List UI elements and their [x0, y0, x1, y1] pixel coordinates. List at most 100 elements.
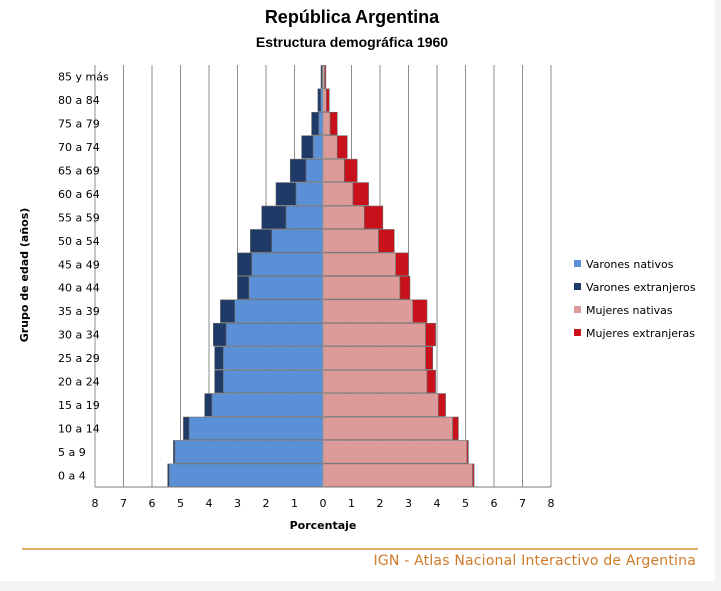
legend-label: Mujeres nativas [586, 304, 673, 317]
bar [322, 393, 439, 417]
bar [322, 416, 453, 441]
bar [322, 299, 414, 323]
bar [438, 393, 446, 417]
x-tick-label: 6 [149, 497, 156, 510]
age-group-label: 35 a 39 [58, 305, 100, 318]
x-tick-label: 6 [491, 497, 498, 510]
x-tick-label: 8 [548, 497, 555, 510]
age-group-label: 5 a 9 [58, 446, 86, 459]
bar [222, 369, 324, 394]
page-edge-right [715, 0, 721, 591]
bar [466, 440, 469, 464]
age-group-label: 75 a 79 [58, 118, 100, 131]
x-tick-label: 1 [291, 497, 298, 510]
bar [214, 346, 224, 370]
age-group-label: 10 a 14 [58, 422, 100, 435]
bar [312, 135, 324, 159]
age-group-label: 85 y más [58, 71, 109, 84]
y-tick-labels: 0 a 4 5 a 9 10 a 14 15 a 19 20 a 24 25 a 29 30… [58, 71, 109, 483]
legend-label: Varones extranjeros [586, 281, 696, 294]
x-tick-label: 7 [519, 497, 526, 510]
legend-swatch [574, 260, 581, 267]
bar [324, 65, 327, 89]
bar [317, 88, 322, 112]
bar [237, 276, 250, 300]
age-group-label: 20 a 24 [58, 376, 100, 389]
chart-title: República Argentina [265, 7, 440, 27]
bar [234, 299, 324, 323]
bar [188, 416, 324, 441]
bar [305, 158, 324, 183]
age-group-label: 0 a 4 [58, 469, 86, 482]
bar [322, 111, 331, 136]
bar [322, 205, 365, 230]
bar [289, 158, 307, 183]
bar [322, 276, 401, 300]
bar [426, 369, 436, 394]
bar [168, 463, 324, 487]
x-tick-label: 8 [92, 497, 99, 510]
bar [364, 205, 384, 230]
bar [174, 440, 324, 464]
bar [173, 440, 176, 464]
bar [452, 416, 459, 441]
bar [425, 322, 436, 347]
bar [399, 276, 411, 300]
bar [322, 440, 468, 464]
bar [395, 252, 409, 276]
age-group-label: 55 a 59 [58, 211, 100, 224]
x-tick-label: 0 [320, 497, 327, 510]
bar [204, 393, 213, 417]
legend-label: Mujeres extranjeras [586, 327, 695, 340]
bar [212, 322, 227, 347]
bar [295, 182, 324, 206]
bar [285, 205, 324, 230]
x-tick-label: 5 [177, 497, 184, 510]
age-group-label: 45 a 49 [58, 258, 100, 271]
age-group-label: 70 a 74 [58, 141, 100, 154]
bar [248, 276, 324, 300]
footer-divider [22, 548, 698, 550]
bar [320, 65, 323, 89]
legend-swatch [574, 306, 581, 313]
bar [237, 252, 253, 276]
legend-label: Varones nativos [586, 258, 674, 271]
bar [322, 229, 379, 253]
bar [214, 369, 224, 394]
bar [322, 88, 327, 112]
x-tick-label: 3 [405, 497, 412, 510]
bar [344, 158, 358, 183]
x-tick-label: 7 [120, 497, 127, 510]
x-tick-label: 4 [206, 497, 213, 510]
bar [318, 111, 324, 136]
age-group-label: 80 a 84 [58, 94, 100, 107]
bar [167, 463, 170, 487]
bar [378, 229, 395, 253]
age-group-label: 25 a 29 [58, 352, 100, 365]
age-group-label: 15 a 19 [58, 399, 100, 412]
age-group-label: 65 a 69 [58, 165, 100, 178]
bar [322, 346, 426, 370]
x-tick-label: 3 [234, 497, 241, 510]
bar [425, 346, 434, 370]
bar [322, 322, 426, 347]
age-group-label: 50 a 54 [58, 235, 100, 248]
bar [322, 463, 473, 487]
age-group-label: 60 a 64 [58, 188, 100, 201]
x-tick-label: 1 [348, 497, 355, 510]
bar [326, 88, 330, 112]
page-edge-bottom [0, 581, 721, 591]
footer-credit: IGN - Atlas Nacional Interactivo de Arge… [373, 553, 696, 569]
legend-swatch [574, 283, 581, 290]
bar [251, 252, 324, 276]
bar [301, 135, 314, 159]
x-tick-labels: 8 7 6 5 4 3 2 1 0 1 2 3 4 5 6 7 8 [92, 497, 555, 510]
bar [220, 299, 235, 323]
bar [322, 252, 396, 276]
bar [352, 182, 369, 206]
legend: Varones nativos Varones extranjeros Mujere… [574, 258, 696, 340]
bar [336, 135, 348, 159]
bar [412, 299, 428, 323]
x-tick-label: 4 [434, 497, 441, 510]
